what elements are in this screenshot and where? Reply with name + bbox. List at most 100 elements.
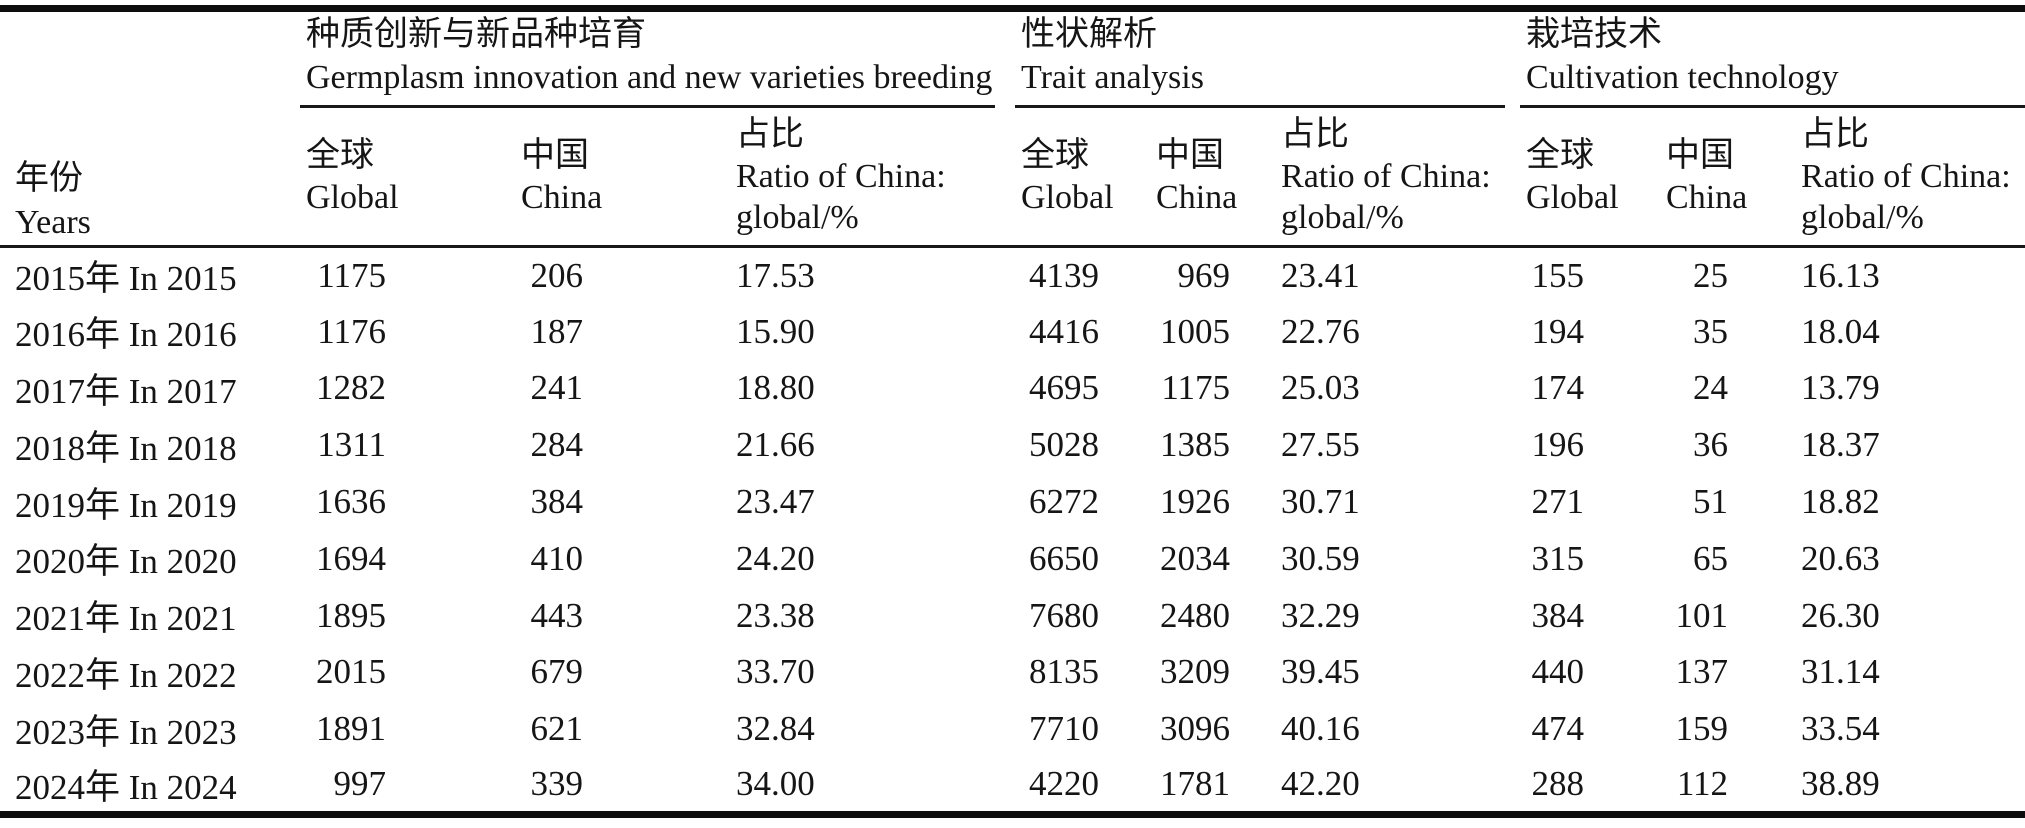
value-cell: 25 xyxy=(1693,255,1729,295)
value-cell: 8135 xyxy=(1029,652,1100,692)
value-cell: 284 xyxy=(530,425,584,465)
value-cell: 23.47 xyxy=(736,482,815,522)
value-cell: 13.79 xyxy=(1801,368,1880,408)
column-header-g2-ratio: 占比 Ratio of China: global/% xyxy=(1275,108,1521,248)
bilingual-statistics-table: 年份 Years 种质创新与新品种培育 Germplasm innovation… xyxy=(0,5,2025,818)
table-row: 2018年 In 2018 1311 284 21.66 5028 1385 27.55 19… xyxy=(0,417,2025,474)
column-header-g2-global: 全球 Global xyxy=(1015,108,1151,248)
year-cell: 2021年 In 2021 xyxy=(15,599,237,639)
value-cell: 196 xyxy=(1531,425,1585,465)
value-cell: 187 xyxy=(530,311,584,351)
year-cell: 2019年 In 2019 xyxy=(15,485,237,525)
value-cell: 38.89 xyxy=(1801,764,1880,804)
value-cell: 1926 xyxy=(1160,482,1231,522)
value-cell: 4220 xyxy=(1029,764,1100,804)
value-cell: 26.30 xyxy=(1801,595,1880,635)
value-cell: 621 xyxy=(530,709,584,749)
table-row: 2021年 In 2021 1895 443 23.38 7680 2480 32.29 38… xyxy=(0,587,2025,644)
year-cell: 2018年 In 2018 xyxy=(15,428,237,468)
table-row: 2017年 In 2017 1282 241 18.80 4695 1175 25.03 17… xyxy=(0,360,2025,417)
group1-label-en: Germplasm innovation and new varieties b… xyxy=(306,59,993,97)
column-header-g1-ratio: 占比 Ratio of China: global/% xyxy=(730,108,1016,248)
value-cell: 25.03 xyxy=(1281,368,1360,408)
value-cell: 23.38 xyxy=(736,595,815,635)
group3-label-zh: 栽培技术 xyxy=(1526,15,1663,53)
value-cell: 6650 xyxy=(1029,538,1100,578)
year-cell: 2024年 In 2024 xyxy=(15,767,237,807)
year-cell: 2023年 In 2023 xyxy=(15,712,237,752)
value-cell: 24.20 xyxy=(736,538,815,578)
table-header: 年份 Years 种质创新与新品种培育 Germplasm innovation… xyxy=(0,8,2025,248)
value-cell: 271 xyxy=(1531,482,1585,522)
group1-label-zh: 种质创新与新品种培育 xyxy=(306,15,646,53)
value-cell: 2480 xyxy=(1160,595,1231,635)
table-row: 2019年 In 2019 1636 384 23.47 6272 1926 30.71 27… xyxy=(0,474,2025,531)
value-cell: 33.54 xyxy=(1801,709,1880,749)
column-header-g3-china: 中国 China xyxy=(1660,108,1796,248)
value-cell: 15.90 xyxy=(736,311,815,351)
value-cell: 969 xyxy=(1177,255,1231,295)
value-cell: 1175 xyxy=(1161,368,1231,408)
table-body: 2015年 In 2015 1175 206 17.53 4139 969 23.41 155… xyxy=(0,247,2025,815)
value-cell: 384 xyxy=(530,482,584,522)
value-cell: 4695 xyxy=(1029,368,1100,408)
value-cell: 1891 xyxy=(316,709,386,749)
value-cell: 1005 xyxy=(1160,311,1231,351)
value-cell: 440 xyxy=(1531,652,1585,692)
table-row: 2024年 In 2024 997 339 34.00 4220 1781 42.20 288… xyxy=(0,758,2025,815)
value-cell: 42.20 xyxy=(1281,764,1360,804)
year-cell: 2017年 In 2017 xyxy=(15,371,237,411)
value-cell: 137 xyxy=(1675,652,1729,692)
value-cell: 39.45 xyxy=(1281,652,1360,692)
value-cell: 339 xyxy=(530,764,584,804)
value-cell: 155 xyxy=(1531,255,1585,295)
column-header-g1-china: 中国 China xyxy=(515,108,730,248)
year-cell: 2015年 In 2015 xyxy=(15,259,237,299)
group2-label-zh: 性状解析 xyxy=(1021,15,1158,53)
value-cell: 34.00 xyxy=(736,764,815,804)
value-cell: 2015 xyxy=(316,652,386,692)
value-cell: 7710 xyxy=(1029,709,1100,749)
group-header-row: 年份 Years 种质创新与新品种培育 Germplasm innovation… xyxy=(0,8,2025,248)
years-label-en: Years xyxy=(15,203,91,241)
group-header-cultivation: 栽培技术 Cultivation technology xyxy=(1520,9,2025,108)
value-cell: 1176 xyxy=(317,311,386,351)
value-cell: 22.76 xyxy=(1281,311,1360,351)
value-cell: 18.82 xyxy=(1801,482,1880,522)
value-cell: 1694 xyxy=(316,538,386,578)
value-cell: 18.80 xyxy=(736,368,815,408)
value-cell: 443 xyxy=(530,595,584,635)
table-row: 2016年 In 2016 1176 187 15.90 4416 1005 22.76 19… xyxy=(0,303,2025,360)
value-cell: 18.37 xyxy=(1801,425,1880,465)
value-cell: 194 xyxy=(1531,311,1585,351)
value-cell: 1385 xyxy=(1160,425,1231,465)
value-cell: 315 xyxy=(1531,538,1585,578)
value-cell: 2034 xyxy=(1160,538,1231,578)
value-cell: 159 xyxy=(1675,709,1729,749)
value-cell: 20.63 xyxy=(1801,538,1880,578)
value-cell: 1781 xyxy=(1160,764,1231,804)
value-cell: 1636 xyxy=(316,482,386,522)
value-cell: 23.41 xyxy=(1281,255,1360,295)
table-row: 2022年 In 2022 2015 679 33.70 8135 3209 39.45 44… xyxy=(0,644,2025,701)
value-cell: 1311 xyxy=(317,425,386,465)
value-cell: 1175 xyxy=(317,255,386,295)
sub-header-row: 全球 Global 中国 China 占比 Ratio of China: gl… xyxy=(0,108,2025,248)
value-cell: 32.29 xyxy=(1281,595,1360,635)
value-cell: 101 xyxy=(1675,595,1729,635)
value-cell: 7680 xyxy=(1029,595,1100,635)
value-cell: 174 xyxy=(1531,368,1585,408)
value-cell: 4416 xyxy=(1029,311,1100,351)
value-cell: 21.66 xyxy=(736,425,815,465)
table-row: 2020年 In 2020 1694 410 24.20 6650 2034 30.59 31… xyxy=(0,530,2025,587)
value-cell: 65 xyxy=(1693,538,1729,578)
value-cell: 6272 xyxy=(1029,482,1100,522)
value-cell: 3209 xyxy=(1160,652,1231,692)
value-cell: 35 xyxy=(1693,311,1729,351)
year-cell: 2020年 In 2020 xyxy=(15,542,237,582)
value-cell: 30.71 xyxy=(1281,482,1360,522)
value-cell: 30.59 xyxy=(1281,538,1360,578)
value-cell: 33.70 xyxy=(736,652,815,692)
value-cell: 474 xyxy=(1531,709,1585,749)
value-cell: 40.16 xyxy=(1281,709,1360,749)
